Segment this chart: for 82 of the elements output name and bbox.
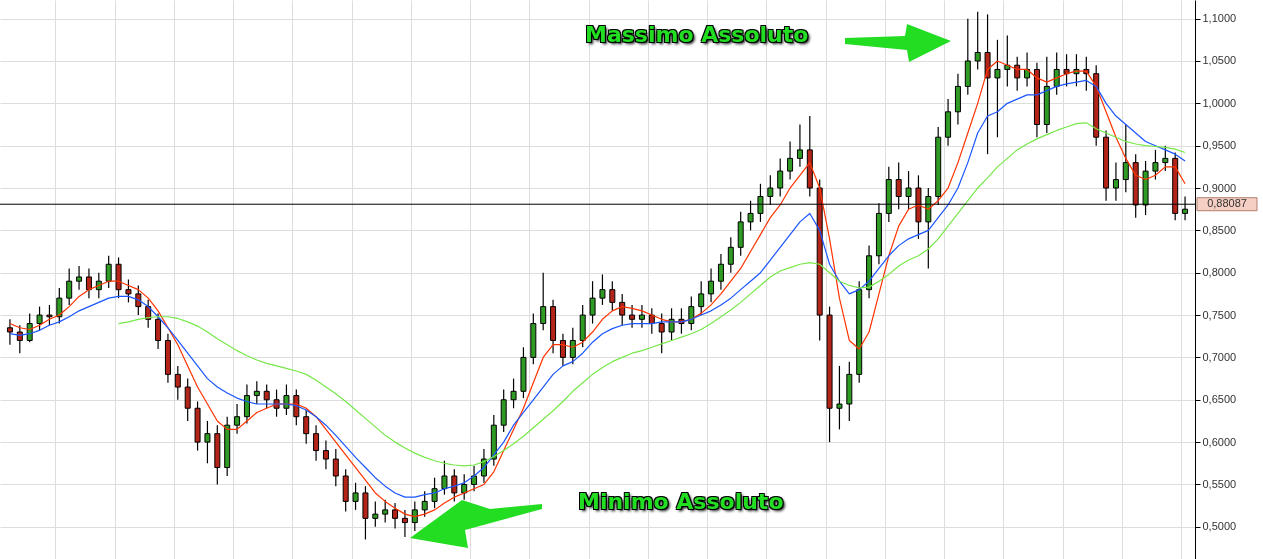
candlestick <box>56 287 63 325</box>
candlestick <box>313 424 320 462</box>
candlestick <box>1063 53 1070 87</box>
candlestick <box>461 473 468 501</box>
candlestick <box>431 477 438 509</box>
candlestick <box>836 365 843 431</box>
candlestick <box>303 409 310 445</box>
candlestick <box>1162 145 1169 172</box>
candlestick <box>36 306 43 331</box>
candlestick <box>688 295 695 331</box>
candlestick <box>322 439 329 470</box>
candlestick <box>717 253 724 291</box>
candlestick <box>401 509 408 538</box>
y-tick-label: 1,0000 <box>1202 96 1237 109</box>
candlestick <box>974 11 981 71</box>
annotation: Minimo Assoluto <box>578 489 784 514</box>
candlestick <box>510 378 517 409</box>
candlestick <box>796 123 803 168</box>
candlestick <box>184 378 191 422</box>
candlestick <box>243 383 250 425</box>
candlestick <box>253 380 260 405</box>
candlestick <box>994 39 1001 138</box>
candlestick <box>599 273 606 306</box>
candlestick <box>658 312 665 354</box>
y-tick-label: 0,8000 <box>1202 266 1237 279</box>
y-tick-label: 0,9500 <box>1202 139 1237 152</box>
ref-line-label: 0,88087 <box>1207 197 1247 210</box>
candlestick <box>1014 56 1021 92</box>
y-tick-label: 0,5000 <box>1202 520 1237 533</box>
candlestick <box>332 448 339 487</box>
candlestick <box>441 460 448 496</box>
candlestick <box>6 318 13 346</box>
candlestick <box>204 420 211 464</box>
candlestick <box>234 403 241 435</box>
candlestick <box>105 255 112 289</box>
candlestick <box>609 280 616 312</box>
candlestick <box>1024 51 1031 87</box>
annotation: Massimo Assoluto <box>585 22 809 47</box>
y-tick-label: 1,0500 <box>1202 54 1237 67</box>
candlestick <box>619 293 626 326</box>
candlestick <box>668 307 675 342</box>
y-tick-label: 0,7000 <box>1202 350 1237 363</box>
candlestick <box>540 272 547 331</box>
candlestick <box>85 267 92 299</box>
candlestick <box>155 312 162 350</box>
candlestick <box>629 304 636 329</box>
candlestick <box>46 304 53 326</box>
y-tick-label: 0,6500 <box>1202 393 1237 406</box>
candlestick <box>589 280 596 325</box>
candlestick <box>76 265 83 291</box>
candlestick <box>135 284 142 316</box>
candlestick <box>174 365 181 401</box>
candlestick <box>421 490 428 518</box>
candlestick <box>283 383 290 416</box>
candlestick <box>263 383 270 409</box>
candlestick <box>1152 149 1159 181</box>
candlestick <box>787 140 794 181</box>
candlestick <box>569 327 576 365</box>
candlestick <box>708 267 715 303</box>
candlestick <box>1112 162 1119 202</box>
candlestick <box>678 307 685 335</box>
candlestick <box>1122 123 1129 193</box>
candlestick <box>382 499 389 524</box>
candlestick <box>451 468 458 503</box>
y-tick-label: 1,1000 <box>1202 12 1237 25</box>
y-tick-label: 0,6000 <box>1202 435 1237 448</box>
candlestick <box>777 157 784 198</box>
candlestick <box>471 465 478 492</box>
candlestick <box>411 500 418 532</box>
y-tick-label: 0,5500 <box>1202 477 1237 490</box>
y-tick-label: 0,8500 <box>1202 223 1237 236</box>
candlestick <box>352 482 359 511</box>
candlestick <box>372 500 379 528</box>
candlestick <box>66 267 73 306</box>
y-tick-label: 0,9000 <box>1202 181 1237 194</box>
y-tick-label: 0,7500 <box>1202 308 1237 321</box>
candlestick <box>125 278 132 303</box>
candlestick <box>727 236 734 274</box>
candlestick <box>638 304 645 329</box>
candlestick <box>392 502 399 530</box>
candlestick <box>559 333 566 367</box>
candlestick <box>16 324 23 354</box>
